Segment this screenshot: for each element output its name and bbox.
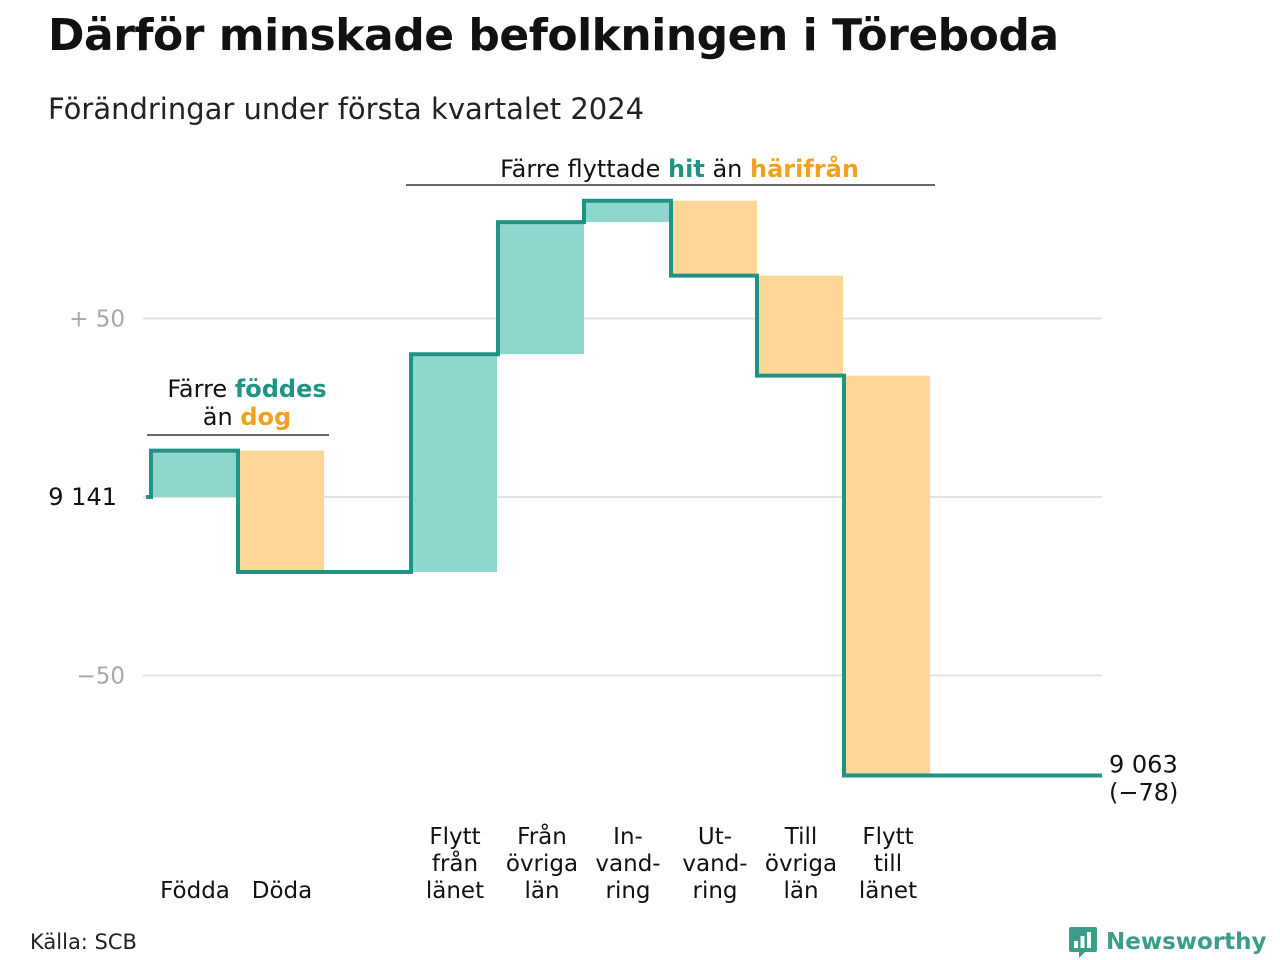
category-label: Ut-vand-ring [682,824,747,904]
category-label-line: län [524,878,559,904]
category-label-line: länet [859,878,917,904]
annotation-text: Färre [167,375,235,403]
end-value-label: 9 063 [1109,750,1178,778]
waterfall-step-line [146,198,1102,778]
category-label-line: ring [605,878,650,904]
category-label-line: Från [517,822,567,850]
category-label-line: län [783,878,818,904]
category-label: Flytt till länet [859,824,917,904]
end-change-label: (−78) [1109,778,1178,806]
annotation-text: Färre flyttade [500,155,668,183]
category-label-line: Flytt [862,824,913,850]
annotation-natural-line: Färre föddes [167,375,326,403]
category-label: Födda [160,878,230,904]
category-label: Flytt från länet [426,824,484,904]
newsworthy-logo-text: Newsworthy [1106,929,1267,955]
waterfall-bar-increase [498,222,584,355]
category-label: Från övriga län [506,822,578,904]
source-note: Källa: SCB [30,930,137,954]
chart-title: Därför minskade befolkningen i Töreboda [48,10,1059,61]
category-label-line: In- [613,824,643,850]
category-label-line: vand- [595,851,660,877]
category-label-line: vand- [682,851,747,877]
annotation-text: än [203,403,241,431]
line-layer [146,198,1102,778]
waterfall-bar-decrease [238,450,324,572]
waterfall-bar-decrease [844,375,930,776]
category-label-line: övriga [765,851,837,877]
category-label: In-vand-ring [595,824,660,904]
annotation-migration-line: Färre flyttade hit än härifrån [500,154,859,183]
annotation-text: föddes [235,375,327,403]
category-label-line: Till [784,824,818,850]
bar-layer [151,200,930,776]
category-label: Till övriga län [765,824,837,904]
waterfall-bar-decrease [757,275,843,376]
start-value-label: 9 141 [48,483,117,511]
waterfall-bar-increase [584,200,670,223]
category-label-line: länet [426,878,484,904]
annotation-text: dog [240,403,291,431]
chart-subtitle: Förändringar under första kvartalet 2024 [48,92,645,126]
y-tick-label: −50 [76,664,125,690]
category-label-line: Flytt [429,824,480,850]
waterfall-bar-decrease [671,200,757,276]
y-tick-label: + 50 [69,307,125,333]
newsworthy-logo[interactable]: Newsworthy [1068,924,1267,960]
annotation-natural-line: än dog [203,403,291,431]
waterfall-bar-increase [151,450,237,497]
annotation-text: än [705,155,750,183]
category-label-line: övriga [506,851,578,877]
waterfall-bar-increase [411,354,497,572]
annotation-text: härifrån [750,154,859,183]
category-label-line: Ut- [698,824,732,850]
newsworthy-logo-icon [1069,927,1097,958]
category-label-line: Födda [160,878,230,904]
category-label-line: ring [692,878,737,904]
category-label-line: från [432,849,478,877]
category-label-line: Döda [252,878,312,904]
category-label-line: till [874,851,902,877]
category-label: Döda [252,878,312,904]
annotation-text: hit [668,155,705,183]
